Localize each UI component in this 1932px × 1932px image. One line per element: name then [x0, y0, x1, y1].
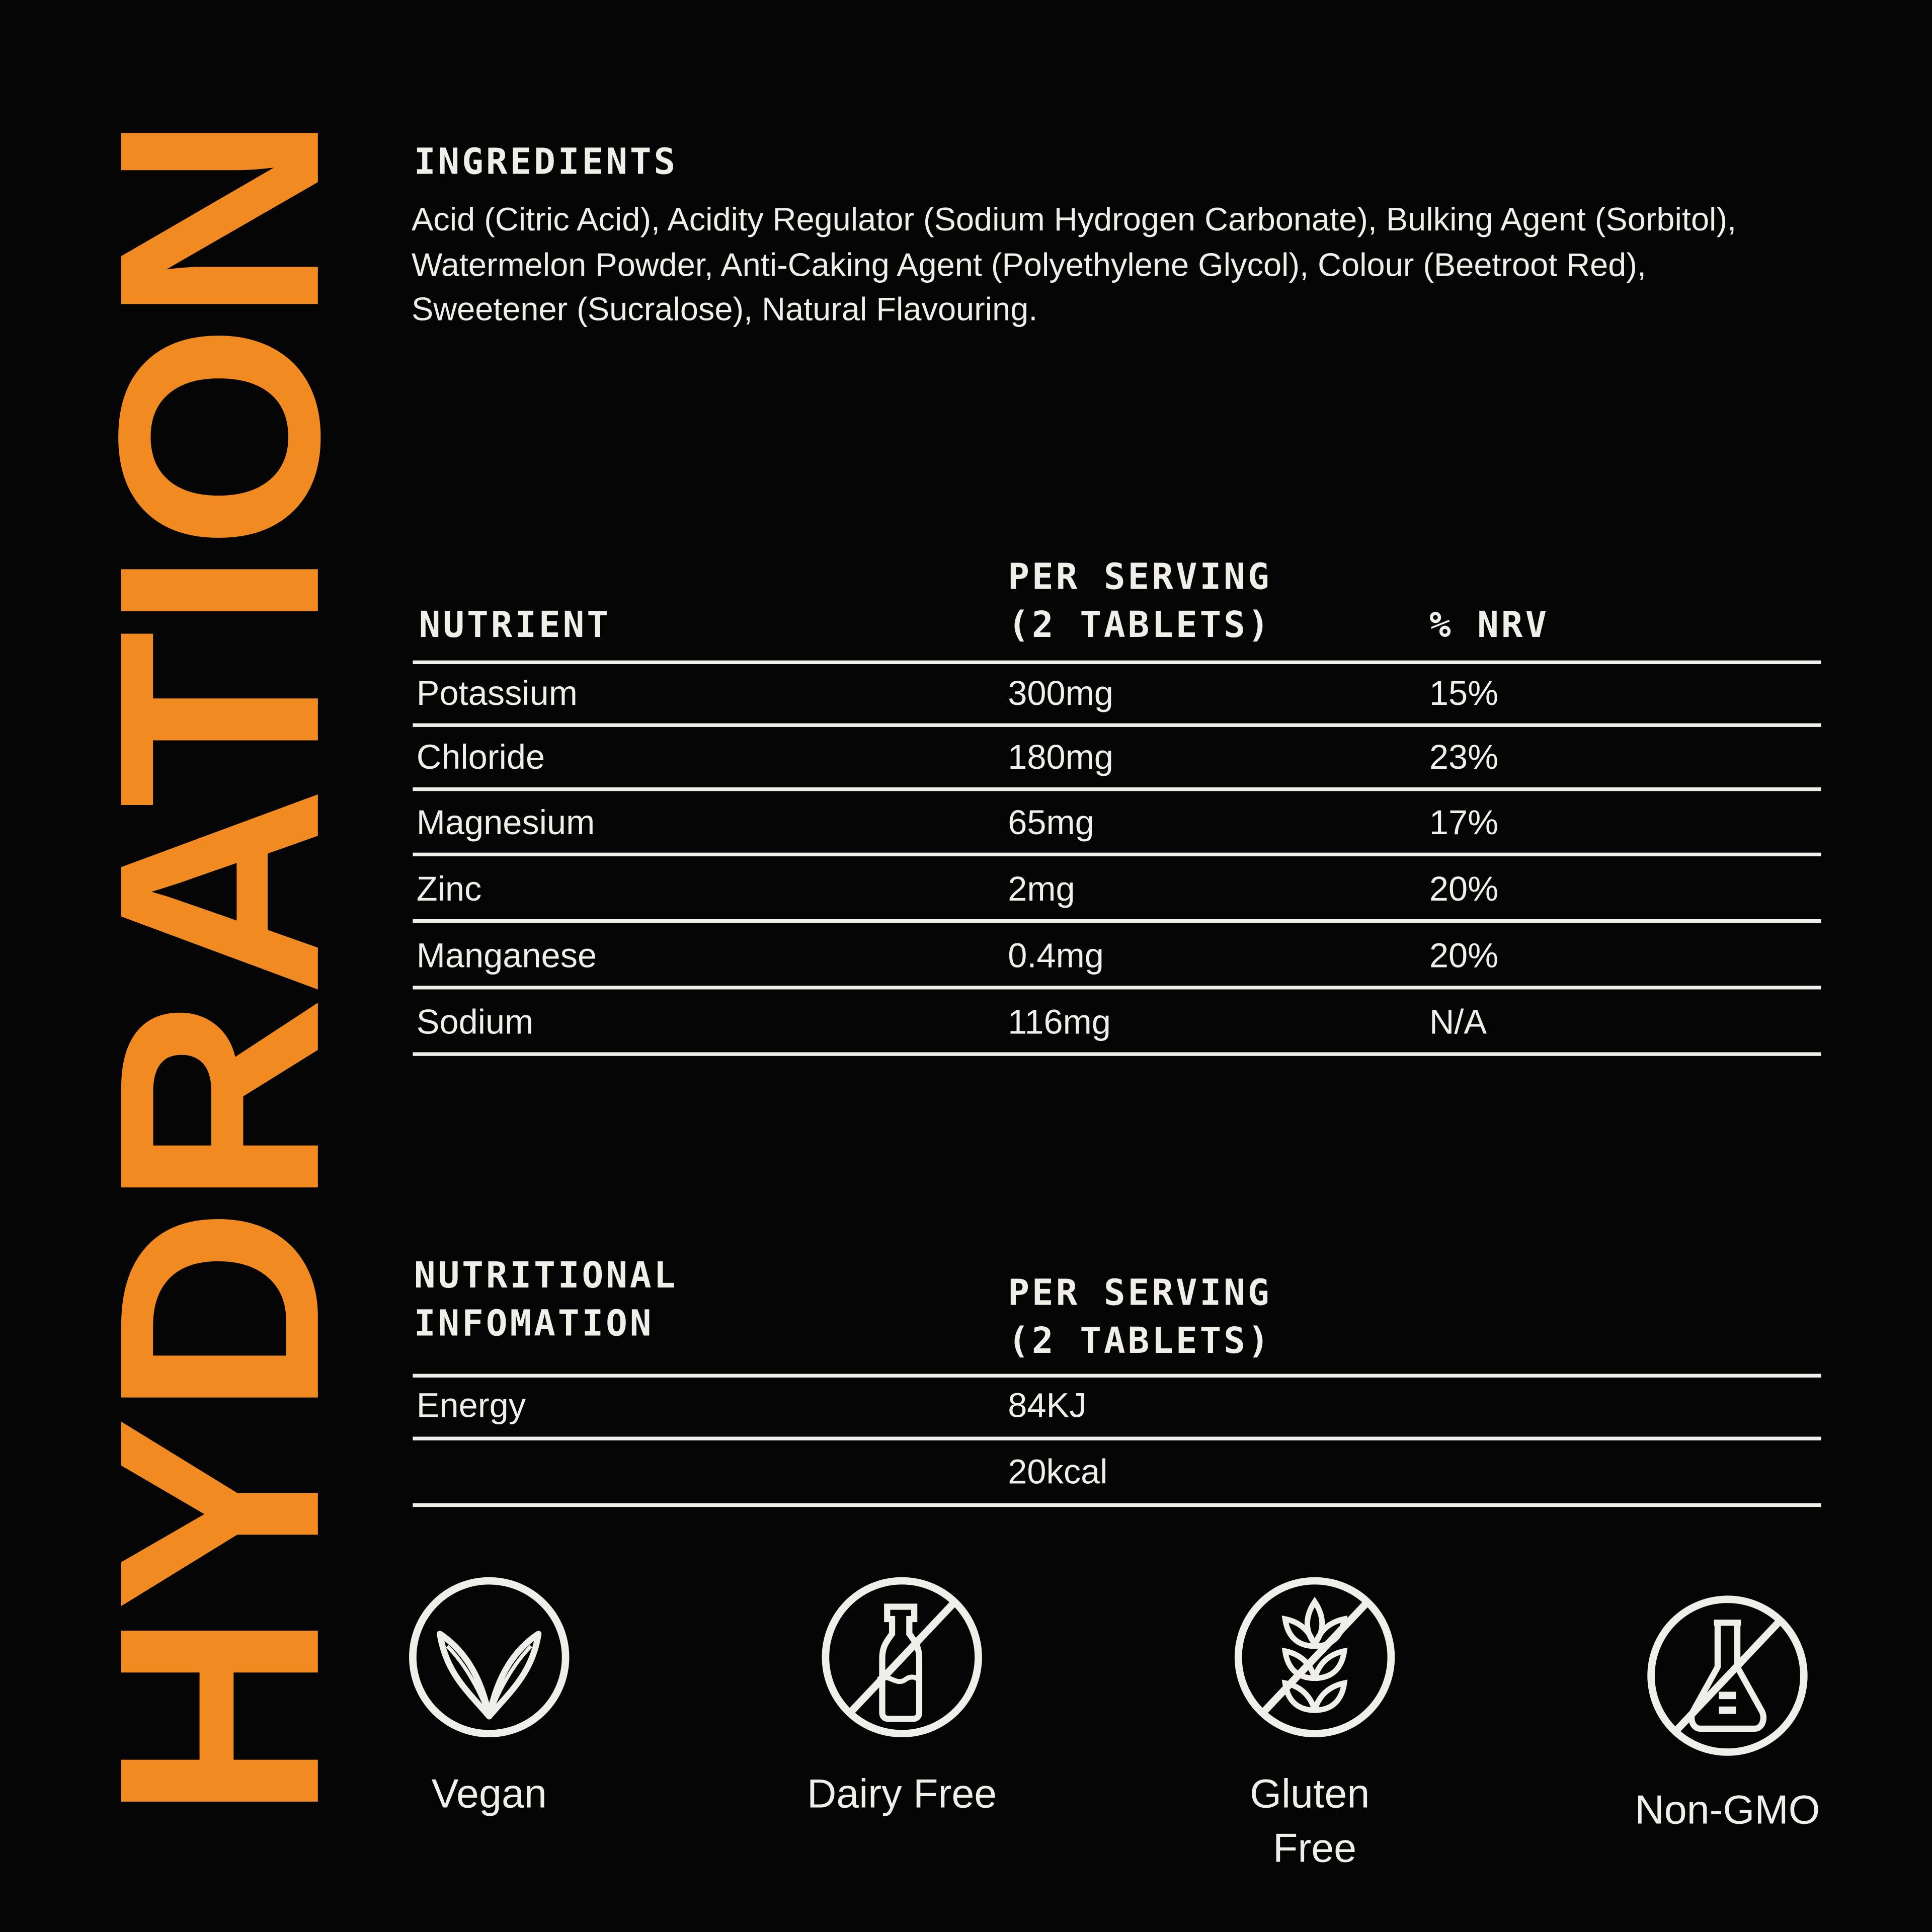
nutrient-amount: 65mg [1008, 803, 1094, 842]
energy-kj: 84KJ [1008, 1386, 1087, 1425]
header-per-serving-tablets: (2 TABLETS) [1008, 1319, 1272, 1362]
header-nutritional: NUTRITIONAL [414, 1254, 678, 1297]
divider [413, 919, 1821, 923]
nutrient-nrv: 20% [1429, 869, 1499, 908]
energy-kcal: 20kcal [1008, 1453, 1108, 1491]
header-nutrient: NUTRIENT [419, 604, 611, 646]
divider [413, 1436, 1821, 1440]
nutrient-nrv: 23% [1429, 738, 1499, 776]
nutrient-amount: 0.4mg [1008, 936, 1104, 975]
badge-label-gluten: Gluten [1250, 1770, 1370, 1816]
divider [413, 852, 1821, 857]
nutrient-nrv: 17% [1429, 803, 1499, 842]
nutrient-name: Potassium [416, 674, 578, 712]
brand-vertical-title: HYDRATION [99, 113, 333, 1821]
header-per-serving: PER SERVING [1008, 555, 1272, 598]
nutrient-amount: 2mg [1008, 869, 1075, 908]
dairy-free-icon [822, 1577, 982, 1738]
non-gmo-icon [1647, 1595, 1808, 1756]
nutrient-name: Magnesium [416, 803, 595, 842]
ingredients-heading: INGREDIENTS [414, 140, 678, 183]
divider [413, 660, 1821, 665]
nutrient-name: Chloride [416, 738, 545, 776]
divider [413, 1374, 1821, 1378]
divider [413, 1503, 1821, 1507]
nutrient-name: Manganese [416, 936, 597, 975]
header-information: INFOMATION [414, 1302, 654, 1344]
ingredients-text: Acid (Citric Acid), Acidity Regulator (S… [411, 201, 1737, 328]
divider [413, 1052, 1821, 1056]
badge-label-dairy-free: Dairy Free [807, 1770, 997, 1816]
nutrient-amount: 116mg [1008, 1003, 1111, 1041]
nutrient-amount: 300mg [1008, 674, 1113, 712]
divider [413, 723, 1821, 727]
hydration-title: HYDRATION [99, 113, 333, 1821]
nutrient-nrv: N/A [1429, 1003, 1487, 1041]
nutrient-name: Sodium [416, 1003, 534, 1041]
gluten-free-icon [1234, 1577, 1395, 1738]
vegan-leaf-icon [409, 1577, 570, 1738]
energy-label: Energy [416, 1386, 526, 1425]
header-per-serving-tablets: (2 TABLETS) [1008, 604, 1272, 646]
divider [413, 787, 1821, 791]
badge-label-free: Free [1272, 1824, 1357, 1871]
badge-label-non-gmo: Non-GMO [1635, 1787, 1820, 1832]
nutrient-nrv: 15% [1429, 674, 1499, 712]
badge-label-vegan: Vegan [431, 1770, 547, 1816]
divider [413, 986, 1821, 990]
nutrient-amount: 180mg [1008, 738, 1113, 776]
nutrient-nrv: 20% [1429, 936, 1499, 975]
header-per-serving: PER SERVING [1008, 1271, 1272, 1314]
nutrient-name: Zinc [416, 869, 482, 908]
header-nrv: % NRV [1429, 604, 1550, 646]
